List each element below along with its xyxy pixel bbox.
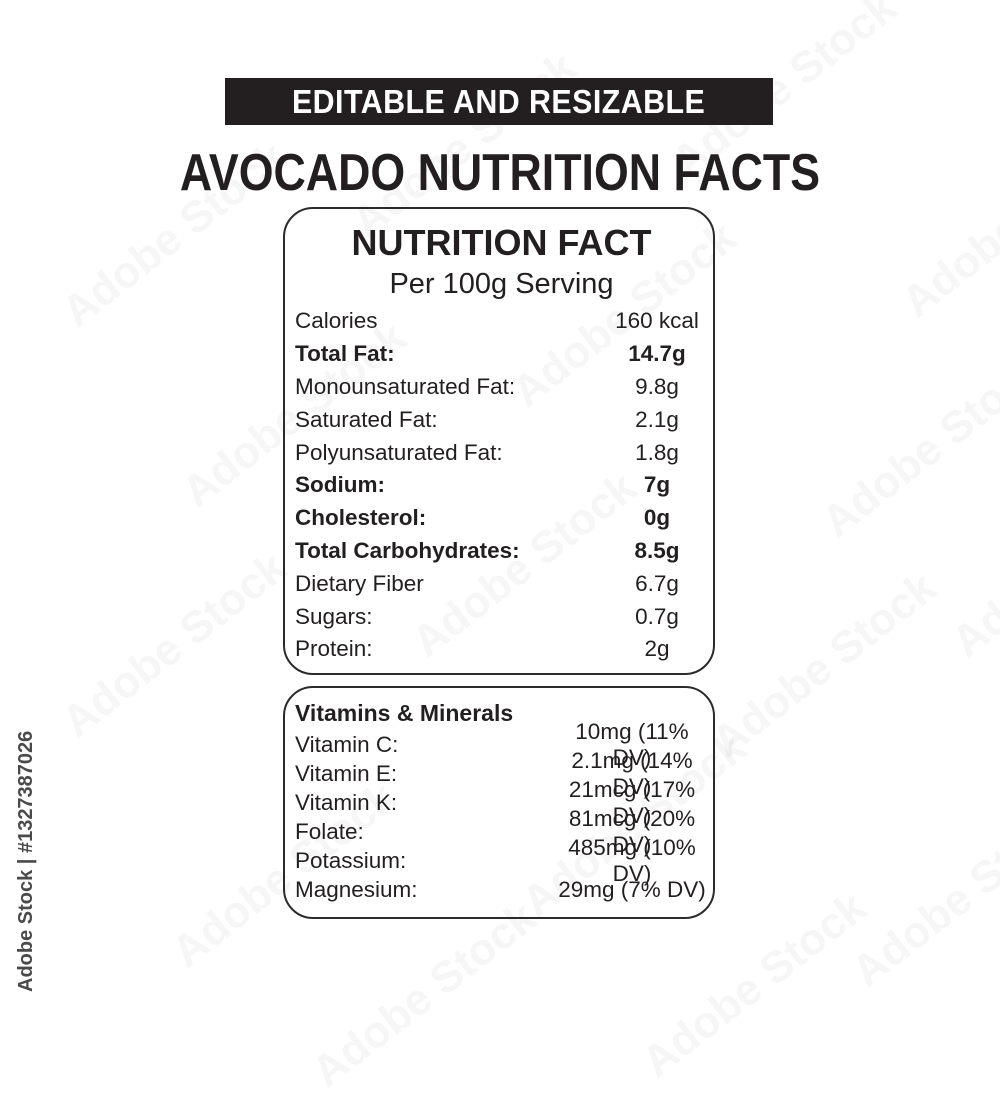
watermark-text: Adobe Stock <box>843 792 1000 997</box>
nutrient-value: 0g <box>643 505 671 531</box>
nutrient-label: Sugars: <box>295 603 373 629</box>
vitamin-value: 2.1mg (14% DV) <box>571 747 693 799</box>
nutrition-row: Protein: 2g <box>292 633 711 666</box>
nutrition-row: Total Carbohydrates: 8.5g <box>292 535 711 568</box>
watermark-text: Adobe Stock <box>53 542 296 747</box>
vitamin-row: Magnesium: 29mg (7% DV) <box>292 875 711 904</box>
nutrient-label: Total Carbohydrates: <box>295 537 520 563</box>
nutrition-panel-title: NUTRITION FACT <box>351 222 652 263</box>
vitamin-label: Vitamin C: <box>295 731 399 757</box>
nutrition-row: Polyunsaturated Fat: 1.8g <box>292 436 711 469</box>
nutrient-label: Protein: <box>295 636 373 662</box>
nutrition-row: Calories 160 kcal <box>292 305 711 338</box>
nutrition-row: Cholesterol: 0g <box>292 502 711 535</box>
nutrient-value: 14.7g <box>628 341 686 367</box>
nutrient-label: Calories <box>295 308 378 334</box>
vitamin-label: Folate: <box>295 818 364 844</box>
nutrient-value: 6.7g <box>635 570 679 596</box>
serving-size-subtitle: Per 100g Serving <box>389 268 614 300</box>
nutrient-value: 8.5g <box>634 537 680 563</box>
nutrient-value: 2.1g <box>635 406 679 432</box>
nutrition-rows: Calories 160 kcal Total Fat: 14.7g Monou… <box>292 305 711 666</box>
vitamin-row: Vitamin C: 10mg (11% DV) <box>292 719 711 770</box>
vitamin-label: Magnesium: <box>295 876 418 902</box>
nutrient-value: 9.8g <box>635 373 679 399</box>
vitamin-row: Vitamin E: 2.1mg (14% DV) <box>292 748 711 799</box>
nutrient-value: 160 kcal <box>615 308 699 334</box>
nutrient-label: Total Fat: <box>295 341 395 367</box>
vitamin-value: 29mg (7% DV) <box>558 876 706 902</box>
nutrient-label: Monounsaturated Fat: <box>295 373 516 399</box>
nutrient-label: Polyunsaturated Fat: <box>295 439 503 465</box>
nutrient-label: Saturated Fat: <box>295 406 438 432</box>
nutrient-value: 1.8g <box>635 439 679 465</box>
vitamin-value: 10mg (11% DV) <box>575 718 689 770</box>
vitamin-row: Potassium: 485mg (10% DV) <box>292 835 711 886</box>
vitamins-panel-title: Vitamins & Minerals <box>295 700 514 726</box>
vitamin-label: Vitamin E: <box>295 760 398 786</box>
banner-label: EDITABLE AND RESIZABLE <box>292 82 706 120</box>
watermark-text: Adobe Stock <box>813 342 1000 547</box>
watermark-text: Adobe Stock <box>303 892 546 1097</box>
watermark-text: Adobe Stock <box>703 562 946 767</box>
editable-resizable-banner: EDITABLE AND RESIZABLE <box>225 78 773 125</box>
vitamins-rows: Vitamin C: 10mg (11% DV) Vitamin E: 2.1m… <box>292 719 711 904</box>
nutrition-row: Sugars: 0.7g <box>292 600 711 633</box>
nutrition-row: Sodium: 7g <box>292 469 711 502</box>
nutrient-value: 0.7g <box>635 603 679 629</box>
nutrition-facts-panel: NUTRITION FACT Per 100g Serving Calories… <box>283 207 715 675</box>
nutrition-row: Monounsaturated Fat: 9.8g <box>292 371 711 404</box>
vitamin-row: Folate: 81mcg (20% DV) <box>292 806 711 857</box>
vitamin-label: Vitamin K: <box>295 789 398 815</box>
nutrient-label: Sodium: <box>295 472 385 498</box>
nutrient-label: Cholesterol: <box>295 505 427 531</box>
nutrient-value: 7g <box>643 472 671 498</box>
nutrient-value: 2g <box>644 636 670 662</box>
page-title: AVOCADO NUTRITION FACTS <box>179 144 821 202</box>
nutrition-row: Saturated Fat: 2.1g <box>292 403 711 436</box>
nutrition-row: Dietary Fiber 6.7g <box>292 567 711 600</box>
vitamins-minerals-panel: Vitamins & Minerals Vitamin C: 10mg (11%… <box>283 686 715 919</box>
vitamin-row: Vitamin K: 21mcg (17% DV) <box>292 777 711 828</box>
vitamin-label: Potassium: <box>295 847 407 873</box>
stock-credit-watermark: Adobe Stock | #1327387026 <box>15 730 37 992</box>
vitamin-value: 21mcg (17% DV) <box>568 776 696 828</box>
vitamin-value: 485mg (10% DV) <box>568 834 696 886</box>
nutrient-label: Dietary Fiber <box>295 570 424 596</box>
nutrition-row: Total Fat: 14.7g <box>292 338 711 371</box>
vitamin-value: 81mcg (20% DV) <box>568 805 696 857</box>
watermark-text: Adobe Stock <box>943 463 1000 667</box>
